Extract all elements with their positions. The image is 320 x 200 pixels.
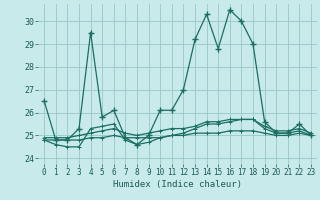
X-axis label: Humidex (Indice chaleur): Humidex (Indice chaleur) xyxy=(113,180,242,189)
